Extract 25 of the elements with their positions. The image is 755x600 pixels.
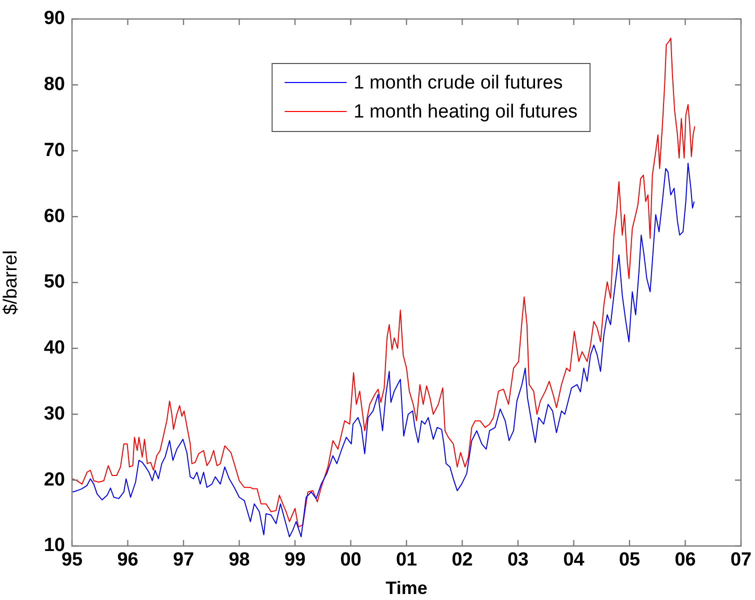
y-tick-label: 60 [44, 206, 65, 227]
x-tick-label: 00 [340, 550, 362, 571]
x-tick-label: 98 [228, 550, 250, 571]
x-tick-label: 95 [61, 550, 83, 571]
y-tick-label: 20 [44, 469, 65, 490]
x-tick-label: 03 [507, 550, 529, 571]
y-tick-label: 30 [44, 403, 65, 424]
x-tick-label: 07 [730, 550, 752, 571]
y-tick-label: 80 [44, 74, 65, 96]
y-tick-label: 90 [44, 8, 65, 30]
x-axis-title: Time [386, 578, 428, 598]
x-tick-label: 97 [172, 550, 194, 571]
x-tick-label: 06 [674, 550, 696, 571]
y-tick-label: 50 [44, 272, 65, 293]
x-tick-label: 99 [284, 550, 306, 571]
y-tick-label: 40 [44, 338, 65, 359]
x-tick-label: 96 [117, 550, 138, 571]
x-tick-label: 05 [618, 550, 640, 571]
x-tick-label: 02 [452, 550, 473, 571]
legend-label: 1 month heating oil futures [354, 102, 578, 123]
y-tick-label: 70 [44, 140, 65, 161]
x-tick-label: 01 [396, 550, 418, 571]
y-axis-title: $/barrel [0, 250, 22, 315]
x-tick-label: 04 [563, 550, 585, 571]
legend-label: 1 month crude oil futures [354, 72, 563, 94]
